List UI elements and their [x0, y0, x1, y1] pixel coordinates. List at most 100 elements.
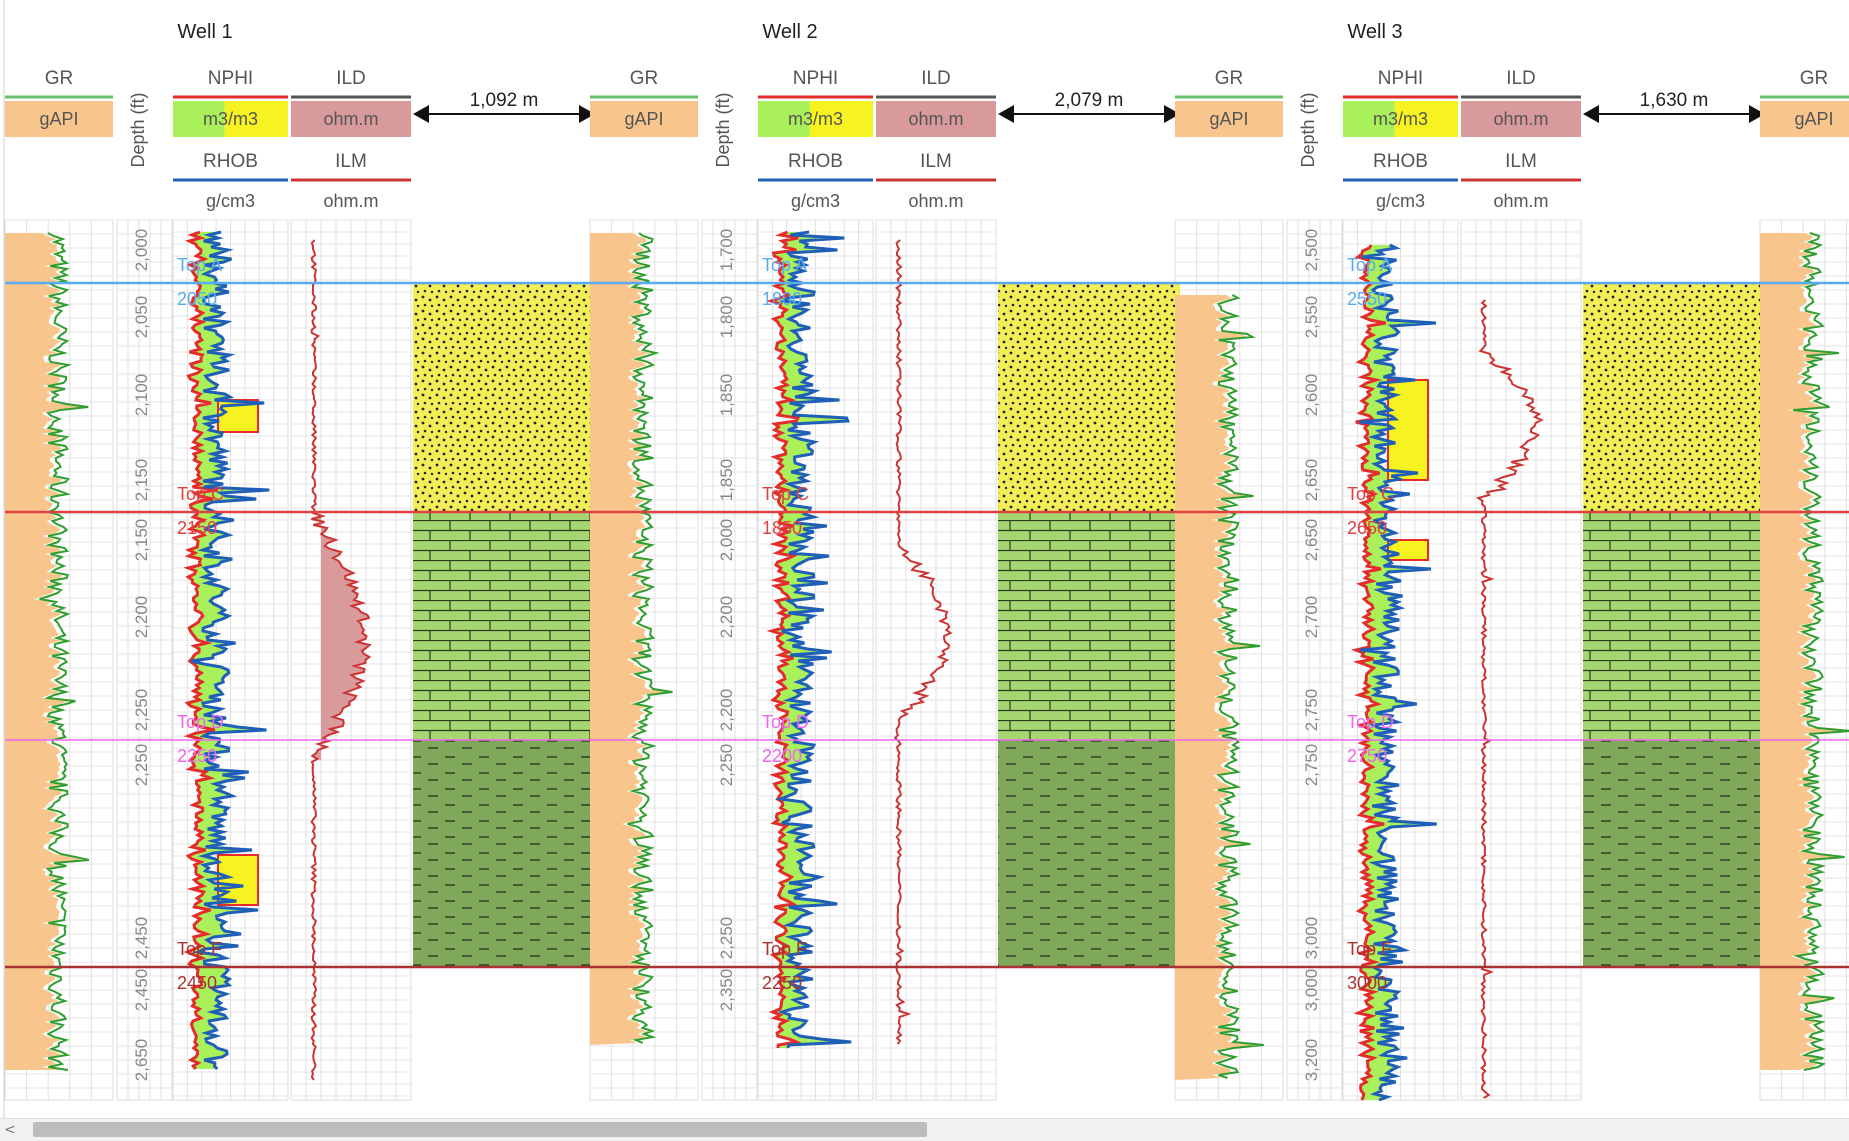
- track-grid: [1286, 219, 1343, 1101]
- well-4: [1760, 232, 1849, 1071]
- top-depth-label: 3000: [1347, 973, 1387, 993]
- depth-tick-label: 2,750: [1302, 689, 1321, 732]
- nphi-curve: [1350, 244, 1386, 1101]
- well-1: [5, 230, 372, 1081]
- top-name-label: Top F: [1347, 939, 1392, 959]
- gr-scale-box: [1175, 101, 1283, 137]
- track-grid: [875, 219, 997, 1101]
- ilm-header-unit: ohm.m: [323, 191, 378, 211]
- top-depth-label: 2250: [762, 973, 802, 993]
- nphi-header-unit: m3/m3: [203, 109, 258, 129]
- depth-tick-label: 2,200: [132, 596, 151, 639]
- depth-tick-label: 2,200: [717, 596, 736, 639]
- sandstone-unit: [413, 283, 595, 512]
- shale-unit: [998, 740, 1180, 967]
- distance-label: 1,630 m: [1640, 90, 1709, 111]
- well-3: [1175, 243, 1544, 1102]
- track-grid: [701, 219, 758, 1101]
- depth-tick-label: 1,850: [717, 459, 736, 502]
- nphi-scale-yellow: [809, 101, 873, 137]
- gr-fill: [1760, 233, 1846, 1070]
- rhob-header-name: RHOB: [203, 151, 258, 172]
- depth-tick-label: 2,000: [717, 519, 736, 562]
- limestone-unit: [413, 512, 595, 740]
- limestone-unit: [1583, 512, 1765, 740]
- nphi-scale-green: [173, 101, 225, 137]
- depth-tick-label: 2,600: [1302, 374, 1321, 417]
- ild-header-unit: ohm.m: [1493, 109, 1548, 129]
- ilm-header-name: ILM: [1505, 151, 1537, 172]
- depth-tick-label: 2,650: [1302, 459, 1321, 502]
- gr-header-unit: gAPI: [1209, 109, 1248, 129]
- depth-header-label: Depth (ft): [128, 92, 148, 167]
- gr-scale-box: [590, 101, 698, 137]
- gr-curve: [627, 232, 673, 1044]
- limestone-unit: [998, 512, 1180, 740]
- track-grid: [1460, 219, 1582, 1101]
- depth-tick-label: 2,650: [132, 1039, 151, 1082]
- nphi-rhob-crossover-fill: [187, 232, 270, 1069]
- top-name-label: Top F: [177, 939, 222, 959]
- depth-tick-label: 2,500: [1302, 229, 1321, 272]
- ilm-header-name: ILM: [335, 151, 367, 172]
- horizontal-scrollbar[interactable]: <: [0, 1118, 1849, 1141]
- gr-header-name: GR: [1215, 68, 1244, 89]
- top-depth-label: 2750: [1347, 746, 1387, 766]
- top-depth-label: 2650: [1347, 518, 1387, 538]
- ild-curve: [310, 239, 372, 1081]
- gr-fill: [590, 233, 667, 1045]
- nphi-scale-yellow: [1394, 101, 1458, 137]
- nphi-scale-green: [758, 101, 810, 137]
- scroll-left-arrow-icon[interactable]: <: [4, 1122, 16, 1138]
- ild-curve: [893, 239, 953, 1045]
- depth-tick-label: 2,450: [132, 917, 151, 960]
- depth-tick-label: 3,200: [1302, 1039, 1321, 1082]
- top-name-label: Top C: [1347, 484, 1394, 504]
- distance-arrow: [998, 105, 1180, 123]
- ild-header-name: ILD: [921, 68, 951, 89]
- ilm-header-unit: ohm.m: [1493, 191, 1548, 211]
- well-2: [590, 230, 953, 1049]
- ilm-header-name: ILM: [920, 151, 952, 172]
- depth-tick-label: 2,750: [1302, 744, 1321, 787]
- ilm-header-unit: ohm.m: [908, 191, 963, 211]
- rhob-header-name: RHOB: [1373, 151, 1428, 172]
- top-depth-label: 2450: [177, 973, 217, 993]
- depth-tick-label: 2,250: [132, 744, 151, 787]
- crossover-highlight: [217, 854, 259, 906]
- depth-tick-label: 2,550: [1302, 296, 1321, 339]
- top-name-label: Top D: [762, 712, 809, 732]
- nphi-header-name: NPHI: [793, 68, 838, 89]
- gr-header-name: GR: [45, 68, 74, 89]
- nphi-scale-green: [1343, 101, 1395, 137]
- depth-tick-label: 2,150: [132, 519, 151, 562]
- ild-fill: [311, 515, 370, 760]
- nphi-header-name: NPHI: [1378, 68, 1423, 89]
- top-name-label: Top A: [1347, 255, 1392, 275]
- ild-header-name: ILD: [1506, 68, 1536, 89]
- nphi-curve: [183, 230, 218, 1070]
- gr-header-unit: gAPI: [624, 109, 663, 129]
- sandstone-unit: [998, 283, 1180, 512]
- distance-arrow: [1583, 105, 1765, 123]
- top-name-label: Top C: [177, 484, 224, 504]
- rhob-header-unit: g/cm3: [206, 191, 255, 211]
- distance-label: 1,092 m: [470, 90, 539, 111]
- depth-tick-label: 3,000: [1302, 917, 1321, 960]
- sandstone-unit: [1583, 283, 1765, 512]
- distance-label: 2,079 m: [1055, 90, 1124, 111]
- scrollbar-thumb[interactable]: [33, 1122, 927, 1137]
- gr-curve: [1793, 232, 1849, 1071]
- gr-fill: [5, 233, 83, 1070]
- rhob-curve: [774, 230, 852, 1049]
- nphi-header-unit: m3/m3: [788, 109, 843, 129]
- top-name-label: Top D: [1347, 712, 1394, 732]
- gr-header-name: GR: [1800, 68, 1829, 89]
- ild-scale-box: [291, 101, 411, 137]
- depth-tick-label: 2,700: [1302, 596, 1321, 639]
- depth-tick-label: 3,000: [1302, 969, 1321, 1012]
- gr-curve: [1213, 294, 1264, 1079]
- top-depth-label: 2050: [177, 289, 217, 309]
- ild-curve: [1475, 299, 1544, 1099]
